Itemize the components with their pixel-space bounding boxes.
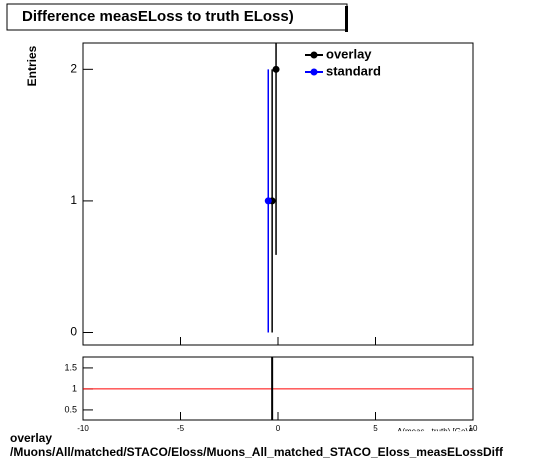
chart-title: Difference measELoss to truth ELoss) [22, 8, 294, 25]
y-tick-label: 0.5 [64, 404, 77, 414]
y-tick-label: 0 [70, 325, 77, 339]
y-tick-label: 1 [70, 193, 77, 207]
x-tick-label: 0 [276, 424, 281, 433]
title-shadow [345, 6, 348, 32]
point [272, 65, 280, 73]
x-tick-label: -10 [77, 424, 89, 433]
x-tick-label: -5 [177, 424, 185, 433]
legend-marker [310, 68, 318, 76]
y-tick-label: 2 [70, 61, 77, 75]
label-mask [380, 426, 480, 436]
y-axis-label: Entries [25, 45, 39, 86]
y-tick-label: 1 [72, 383, 77, 393]
legend-marker [310, 51, 318, 59]
x-tick-label: 10 [469, 424, 478, 433]
footer-path: /Muons/All/matched/STACO/Eloss/Muons_All… [10, 445, 504, 459]
legend-label: standard [326, 63, 381, 78]
plot-frame [82, 42, 474, 346]
footer-line: overlay [10, 431, 52, 445]
point [264, 197, 272, 205]
x-tick-label: 5 [373, 424, 378, 433]
y-tick-label: 1.5 [64, 362, 77, 372]
legend-label: overlay [326, 46, 372, 61]
title-box [6, 3, 348, 31]
